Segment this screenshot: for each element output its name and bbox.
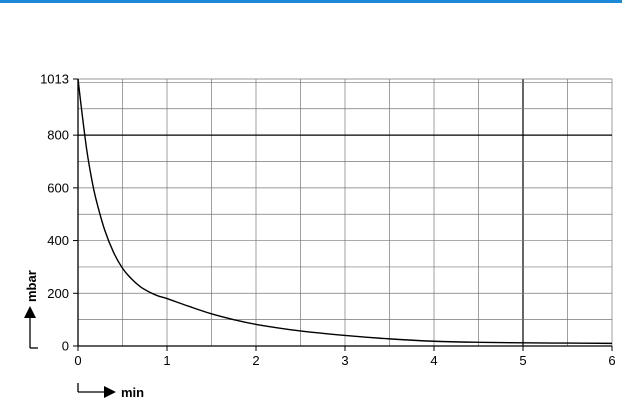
y-axis-label: mbar [24,270,39,349]
x-tick-label: 0 [74,353,81,368]
y-tick-label: 600 [47,180,69,195]
series-group [77,78,613,345]
x-tick-label: 1 [163,353,170,368]
x-axis-unit: min [121,385,144,400]
x-axis-label: min [77,383,144,400]
x-tick-label: 6 [608,353,615,368]
y-tick-label: 0 [62,339,69,354]
y-axis-unit: mbar [24,270,39,302]
tick-labels-group: 0 200 400 600 800 1013 0 1 2 3 4 5 6 [40,72,616,369]
y-tick-label: 1013 [40,72,69,87]
pressure-decay-line [77,78,613,345]
x-tick-label: 2 [252,353,259,368]
axes-group [73,78,613,351]
top-accent-rule [0,0,622,3]
y-tick-label: 800 [47,128,69,143]
x-tick-label: 4 [430,353,437,368]
grid-group [78,78,613,346]
y-arrow-head [24,306,36,318]
x-arrow-head [104,386,116,398]
x-tick-label: 3 [341,353,348,368]
y-tick-label: 400 [47,233,69,248]
x-tick-label: 5 [519,353,526,368]
y-tick-label: 200 [47,286,69,301]
